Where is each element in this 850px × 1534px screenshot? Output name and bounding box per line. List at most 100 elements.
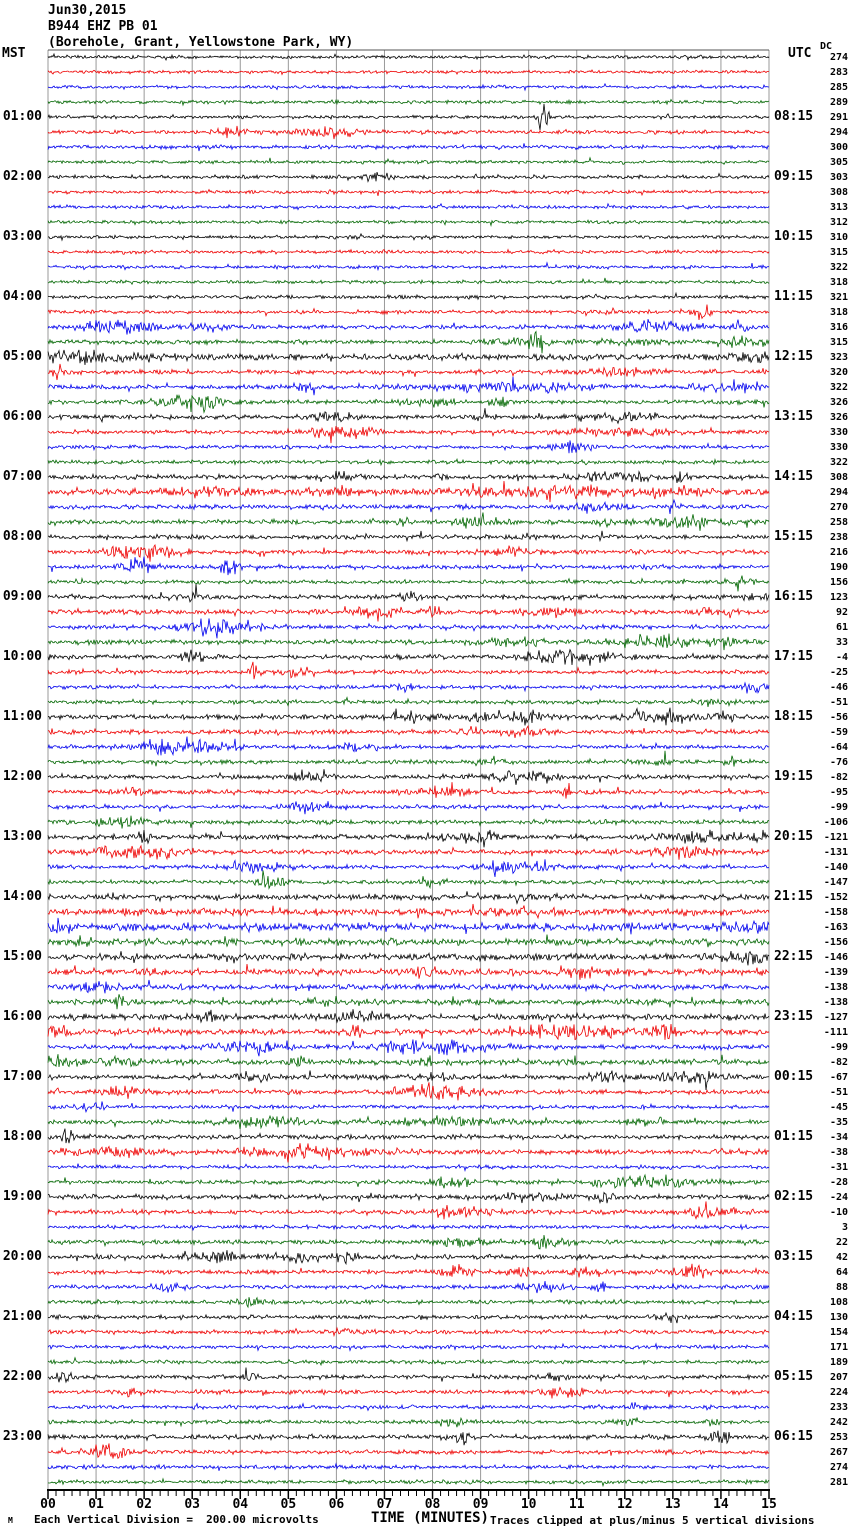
seismogram-trace <box>47 1462 770 1471</box>
mst-axis-label: MST <box>2 46 26 61</box>
seismogram-trace <box>47 829 770 848</box>
x-tick-label: 10 <box>520 1497 537 1512</box>
seismogram-trace <box>47 143 770 152</box>
seismogram-trace <box>47 1356 770 1367</box>
dc-offset-value: 313 <box>829 202 848 213</box>
dc-offset-value: 323 <box>829 352 848 363</box>
seismogram-trace <box>47 512 770 531</box>
title-location: (Borehole, Grant, Yellowstone Park, WY) <box>48 35 354 50</box>
dc-offset-value: 224 <box>829 1387 848 1398</box>
dc-offset-value: 310 <box>829 232 848 243</box>
mst-time-label: 11:00 <box>2 709 42 724</box>
seismogram-trace <box>47 318 770 335</box>
dc-offset-value: 281 <box>829 1477 848 1488</box>
seismogram-trace <box>47 1326 770 1338</box>
dc-offset-value: 42 <box>835 1252 848 1263</box>
utc-time-label: 13:15 <box>774 409 814 424</box>
x-tick-label: 06 <box>328 1497 345 1512</box>
x-tick-label: 12 <box>616 1497 633 1512</box>
dc-offset-value: 318 <box>829 277 848 288</box>
utc-time-label: 15:15 <box>774 529 814 544</box>
dc-offset-value: 322 <box>829 457 848 468</box>
seismogram-trace <box>47 304 770 320</box>
dc-offset-value: 321 <box>829 292 848 303</box>
dc-offset-value: 285 <box>829 82 848 93</box>
dc-offset-value: 64 <box>835 1267 848 1278</box>
seismogram-trace <box>47 363 770 381</box>
dc-offset-value: -121 <box>823 832 848 843</box>
dc-offset-value: -4 <box>835 652 848 663</box>
seismogram-trace <box>47 736 770 757</box>
x-axis-title: TIME (MINUTES) <box>370 1510 489 1526</box>
dc-offset-value: 294 <box>829 127 848 138</box>
dc-offset-value: 233 <box>829 1402 848 1413</box>
corner-mark: M <box>8 1516 13 1525</box>
dc-offset-value: 258 <box>829 517 848 528</box>
x-tick-label: 08 <box>424 1497 441 1512</box>
seismogram-trace <box>47 480 770 503</box>
dc-offset-value: -82 <box>829 1057 848 1068</box>
utc-time-label: 05:15 <box>774 1369 814 1384</box>
x-tick-label: 02 <box>136 1497 152 1512</box>
seismogram-trace <box>47 394 770 414</box>
dc-offset-value: -140 <box>823 862 848 873</box>
seismogram-trace <box>47 1128 770 1144</box>
dc-offset-value: 283 <box>829 67 848 78</box>
dc-offset-value: 216 <box>829 547 848 558</box>
seismogram-trace <box>47 98 770 107</box>
dc-offset-value: -46 <box>829 682 848 693</box>
dc-offset-value: -131 <box>823 847 848 858</box>
seismogram-trace <box>47 891 770 905</box>
mst-time-label: 23:00 <box>2 1429 42 1444</box>
dc-offset-value: -138 <box>823 982 848 993</box>
seismogram-trace <box>47 156 770 166</box>
x-tick-label: 07 <box>376 1497 393 1512</box>
seismogram-trace <box>47 171 770 183</box>
utc-time-label: 11:15 <box>774 289 814 304</box>
mst-time-label: 04:00 <box>2 289 42 304</box>
mst-time-label: 19:00 <box>2 1189 42 1204</box>
seismogram-trace <box>47 69 770 76</box>
title-date: Jun30,2015 <box>48 3 127 18</box>
mst-time-label: 18:00 <box>2 1129 42 1144</box>
seismogram-trace <box>47 1114 770 1130</box>
dc-offset-value: 315 <box>829 337 848 348</box>
dc-offset-value: 289 <box>829 97 848 108</box>
mst-time-label: 12:00 <box>2 769 42 784</box>
seismogram-trace <box>47 543 770 562</box>
seismogram-trace <box>47 1009 770 1024</box>
seismogram-trace <box>47 125 770 140</box>
dc-offset-value: -25 <box>829 667 848 678</box>
seismogram-trace <box>47 261 770 272</box>
seismogram-trace <box>47 1443 770 1460</box>
mst-time-label: 22:00 <box>2 1369 42 1384</box>
dc-offset-value: 154 <box>829 1327 848 1338</box>
dc-offset-value: 315 <box>829 247 848 258</box>
seismogram-trace <box>47 103 770 130</box>
seismogram-trace <box>47 248 770 255</box>
utc-time-label: 12:15 <box>774 349 814 364</box>
seismogram-trace <box>48 530 769 543</box>
utc-time-label: 14:15 <box>774 469 814 484</box>
x-tick-label: 13 <box>665 1497 681 1512</box>
utc-time-label: 21:15 <box>774 889 814 904</box>
dc-offset-value: 108 <box>829 1297 848 1308</box>
seismogram-trace <box>47 330 770 354</box>
seismogram-trace <box>47 994 770 1010</box>
seismogram-trace <box>47 1054 770 1068</box>
seismogram-trace <box>47 750 770 767</box>
seismogram-trace <box>47 52 770 62</box>
x-tick-label: 09 <box>472 1497 489 1512</box>
seismogram-trace <box>47 232 770 242</box>
dc-offset-value: 274 <box>829 52 848 63</box>
dc-offset-value: -163 <box>823 922 848 933</box>
dc-offset-value: -59 <box>829 727 848 738</box>
mst-time-label: 08:00 <box>2 529 42 544</box>
dc-offset-value: -158 <box>823 907 848 918</box>
seismogram-trace <box>47 202 770 211</box>
seismogram-trace <box>47 844 770 861</box>
dc-offset-value: 171 <box>829 1342 848 1353</box>
utc-time-label: 23:15 <box>774 1009 814 1024</box>
mst-time-label: 17:00 <box>2 1069 42 1084</box>
seismogram-trace <box>47 618 770 639</box>
